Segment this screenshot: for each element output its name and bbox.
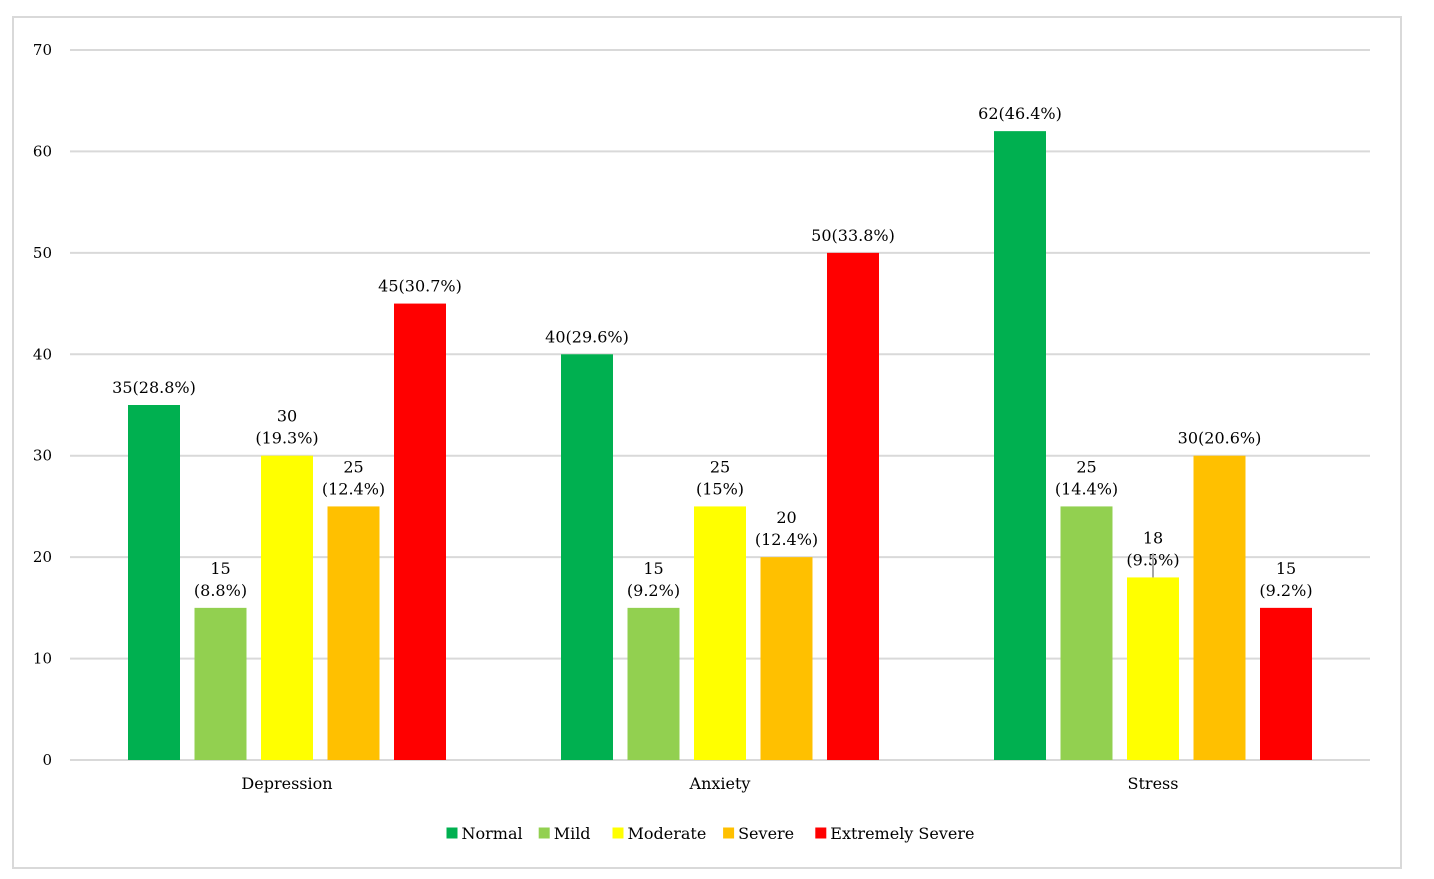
data-label: 40(29.6%) xyxy=(545,327,629,346)
bar-moderate xyxy=(694,506,746,760)
bar-mild xyxy=(627,607,680,760)
data-label: (12.4%) xyxy=(755,530,818,549)
data-label: 15 xyxy=(1276,559,1296,578)
legend-swatch xyxy=(612,827,624,839)
legend-swatch xyxy=(723,827,735,839)
data-label: 25 xyxy=(343,457,363,476)
legend-label: Extremely Severe xyxy=(830,824,974,843)
bar-severe xyxy=(1193,455,1246,760)
bar-extremely-severe xyxy=(394,303,446,760)
data-label: (15%) xyxy=(696,479,744,498)
bar-severe xyxy=(760,557,813,760)
data-label: 15 xyxy=(210,559,230,578)
legend-label: Normal xyxy=(462,824,523,843)
bar-mild xyxy=(194,607,247,760)
data-label: 62(46.4%) xyxy=(978,104,1062,123)
data-label: 30 xyxy=(277,407,297,426)
data-label: (9.2%) xyxy=(1259,581,1312,600)
x-category-label: Depression xyxy=(241,774,332,793)
bar-moderate xyxy=(261,455,313,760)
legend-label: Moderate xyxy=(628,824,707,843)
data-label: 25 xyxy=(1076,457,1096,476)
y-tick-label: 30 xyxy=(33,447,52,465)
bar-extremely-severe xyxy=(827,252,879,760)
data-label: (12.4%) xyxy=(322,479,385,498)
data-label: (14.4%) xyxy=(1055,479,1118,498)
bar-normal xyxy=(128,405,180,760)
legend-swatch xyxy=(538,827,550,839)
legend-swatch xyxy=(446,827,458,839)
x-category-label: Stress xyxy=(1128,774,1179,793)
y-tick-label: 10 xyxy=(33,650,52,668)
data-label: 20 xyxy=(776,508,796,527)
bar-normal xyxy=(994,131,1046,761)
data-label: 25 xyxy=(710,457,730,476)
bar-moderate xyxy=(1127,577,1179,760)
y-tick-label: 60 xyxy=(33,142,52,160)
y-tick-label: 40 xyxy=(33,345,52,363)
data-label: 50(33.8%) xyxy=(811,226,895,245)
data-label: (19.3%) xyxy=(255,429,318,448)
data-label: 30(20.6%) xyxy=(1178,429,1262,448)
bar-mild xyxy=(1060,506,1113,760)
y-tick-label: 70 xyxy=(33,41,52,59)
legend-label: Severe xyxy=(738,824,794,843)
data-label: 18 xyxy=(1143,528,1163,547)
y-tick-label: 0 xyxy=(42,751,52,769)
y-tick-label: 20 xyxy=(33,548,52,566)
bar-normal xyxy=(561,354,613,760)
legend-swatch xyxy=(815,827,827,839)
bar-severe xyxy=(327,506,380,760)
legend-label: Mild xyxy=(554,824,591,843)
data-label: (8.8%) xyxy=(194,581,247,600)
data-label: 45(30.7%) xyxy=(378,277,462,296)
x-category-label: Anxiety xyxy=(689,774,751,793)
data-label: 35(28.8%) xyxy=(112,378,196,397)
y-tick-label: 50 xyxy=(33,244,52,262)
data-label: (9.2%) xyxy=(627,581,680,600)
data-label: 15 xyxy=(643,559,663,578)
bar-extremely-severe xyxy=(1260,607,1312,760)
